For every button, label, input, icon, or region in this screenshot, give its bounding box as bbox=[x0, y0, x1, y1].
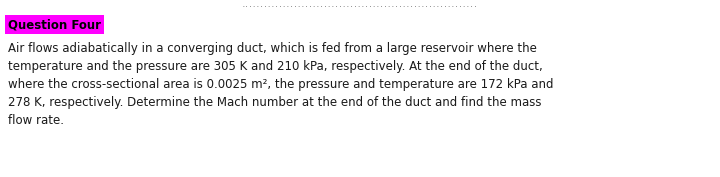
Text: Question Four: Question Four bbox=[8, 18, 101, 31]
Text: ·······························································: ········································… bbox=[242, 4, 478, 9]
Text: Air flows adiabatically in a converging duct, which is fed from a large reservoi: Air flows adiabatically in a converging … bbox=[8, 42, 554, 127]
